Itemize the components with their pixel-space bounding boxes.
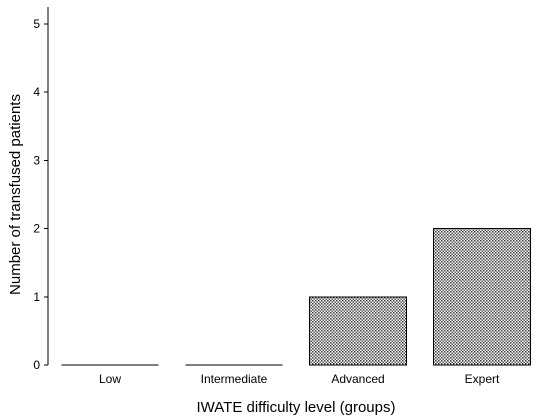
y-tick-label: 1	[33, 290, 40, 304]
x-axis-title: IWATE difficulty level (groups)	[197, 399, 396, 416]
x-tick-label: Intermediate	[201, 372, 268, 386]
y-tick-label: 0	[33, 358, 40, 372]
y-tick-label: 3	[33, 153, 40, 167]
bar-expert	[433, 228, 531, 366]
x-tick-label: Low	[99, 372, 121, 386]
bar-advanced	[309, 296, 407, 366]
y-axis-title: Number of transfused patients	[7, 94, 24, 295]
y-tick-label: 5	[33, 17, 40, 31]
x-tick-label: Expert	[465, 372, 500, 386]
y-axis-ticks: 0 1 2 3 4 5	[33, 17, 48, 372]
x-tick-label: Advanced	[331, 372, 384, 386]
y-tick-label: 4	[33, 85, 40, 99]
x-axis-ticks: Low Intermediate Advanced Expert	[99, 372, 500, 386]
y-tick-label: 2	[33, 222, 40, 236]
bars	[61, 228, 531, 366]
